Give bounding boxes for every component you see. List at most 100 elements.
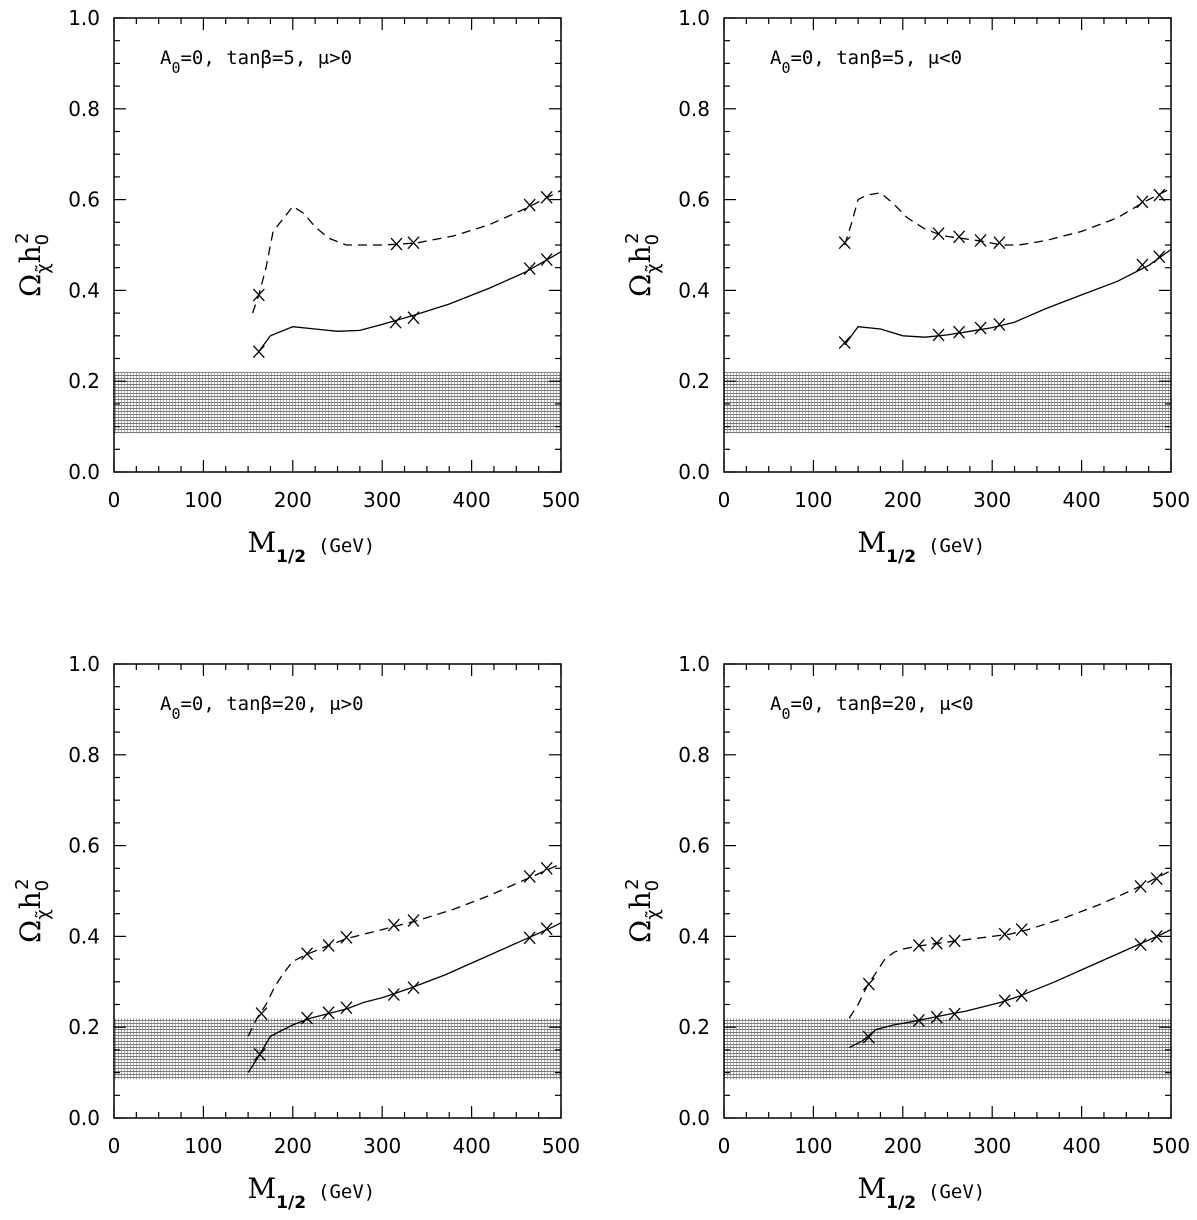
x-tick-label: 0 <box>108 488 121 512</box>
chart-panel-1: 0 100 200 300 400 500 0.0 0.2 0.4 0.6 0.8 1.0 A0=0, … <box>12 6 580 567</box>
data-point-marker <box>407 236 420 250</box>
y-tick-label: 0.2 <box>68 1015 100 1039</box>
y-tick-label: 0.2 <box>678 369 710 393</box>
x-axis-label: M1/2 (GeV) <box>248 1172 376 1213</box>
data-point-marker <box>953 325 966 339</box>
y-axis-label: Ωχ̃h02 <box>622 878 664 943</box>
series-markers-dashed <box>255 861 553 1021</box>
x-tick-label: 200 <box>884 1134 922 1158</box>
data-point-marker <box>993 236 1006 250</box>
data-point-marker <box>255 1007 268 1021</box>
data-point-marker <box>322 1006 335 1020</box>
y-tick-label: 0.4 <box>68 278 100 302</box>
x-axis-label: M1/2 (GeV) <box>858 526 986 567</box>
x-tick-label: 0 <box>718 488 731 512</box>
y-tick-label: 0.6 <box>68 188 100 212</box>
x-tick-label: 300 <box>973 488 1011 512</box>
shaded-band <box>724 372 1171 434</box>
x-tick-label: 200 <box>884 488 922 512</box>
data-point-marker <box>912 939 925 952</box>
y-tick-label: 0.0 <box>68 460 100 484</box>
y-tick-label: 1.0 <box>678 652 710 676</box>
data-point-marker <box>974 234 987 247</box>
data-point-marker <box>1134 938 1147 952</box>
data-point-marker <box>838 236 851 250</box>
x-tick-label: 400 <box>1063 1134 1101 1158</box>
x-axis-label: M1/2 (GeV) <box>858 1172 986 1213</box>
y-tick-label: 0.8 <box>678 743 710 767</box>
series-markers-solid <box>253 922 553 1061</box>
data-point-marker <box>1153 250 1166 264</box>
x-tick-label: 300 <box>973 1134 1011 1158</box>
shaded-band <box>114 1018 561 1080</box>
data-point-marker <box>252 288 265 302</box>
x-tick-label: 500 <box>542 488 580 512</box>
data-point-marker <box>540 190 553 204</box>
data-point-marker <box>523 931 536 945</box>
series-markers-solid <box>252 253 553 359</box>
y-tick-label: 0.2 <box>678 1015 710 1039</box>
x-tick-label: 400 <box>453 1134 491 1158</box>
y-tick-label: 0.6 <box>678 834 710 858</box>
y-tick-label: 0.4 <box>678 924 710 948</box>
shaded-band <box>724 1018 1171 1080</box>
data-point-marker <box>301 1011 314 1025</box>
data-point-marker <box>301 947 314 961</box>
data-point-marker <box>1153 188 1166 202</box>
data-point-marker <box>948 934 961 948</box>
data-point-marker <box>407 914 420 927</box>
x-tick-label: 0 <box>718 1134 731 1158</box>
series-markers-dashed <box>862 872 1163 991</box>
y-axis-label-text: Ωχ̃h02 <box>622 878 664 943</box>
data-point-marker <box>340 1001 353 1015</box>
chart-panel-4: 0 100 200 300 400 500 0.0 0.2 0.4 0.6 0.8 1.0 A0=0, … <box>622 652 1190 1213</box>
x-tick-label: 500 <box>1152 1134 1190 1158</box>
panel-annotation: A0=0, tanβ=5, μ>0 <box>160 47 352 77</box>
data-point-marker <box>998 994 1011 1008</box>
panel-annotation: A0=0, tanβ=20, μ>0 <box>160 693 364 723</box>
data-point-marker <box>389 315 402 329</box>
data-point-marker <box>930 936 943 950</box>
x-tick-label: 300 <box>363 488 401 512</box>
chart-panel-3: 0 100 200 300 400 500 0.0 0.2 0.4 0.6 0.8 1.0 A0=0, … <box>12 652 580 1213</box>
data-point-marker <box>862 977 875 991</box>
panel-annotation: A0=0, tanβ=5, μ<0 <box>770 47 962 77</box>
series-markers-solid <box>838 250 1166 350</box>
data-point-marker <box>407 311 420 325</box>
y-tick-label: 0.0 <box>678 1106 710 1130</box>
y-tick-label: 0.6 <box>68 834 100 858</box>
y-tick-label: 0.8 <box>678 97 710 121</box>
data-point-marker <box>523 198 536 212</box>
x-tick-label: 100 <box>794 488 832 512</box>
series-line-dashed <box>848 870 1172 1019</box>
x-tick-label: 200 <box>274 488 312 512</box>
data-point-marker <box>1150 929 1163 943</box>
y-axis-label: Ωχ̃h02 <box>622 232 664 297</box>
series-line-dashed <box>247 863 562 1037</box>
axis-ticks <box>113 663 562 1119</box>
data-point-marker <box>407 981 420 995</box>
series-line-dashed <box>844 187 1172 246</box>
series-markers-dashed <box>252 190 553 302</box>
series-markers-dashed <box>838 188 1166 250</box>
y-tick-label: 0.0 <box>68 1106 100 1130</box>
series-line-dashed <box>251 189 562 314</box>
data-point-marker <box>340 930 353 944</box>
x-tick-label: 100 <box>794 1134 832 1158</box>
y-tick-label: 1.0 <box>68 652 100 676</box>
chart-panel-2: 0 100 200 300 400 500 0.0 0.2 0.4 0.6 0.8 1.0 A0=0, … <box>622 6 1190 567</box>
axis-ticks <box>113 17 562 473</box>
data-point-marker <box>540 253 553 266</box>
data-point-marker <box>993 318 1006 331</box>
x-tick-label: 100 <box>184 1134 222 1158</box>
data-point-marker <box>540 861 553 875</box>
axis-ticks <box>723 17 1172 473</box>
data-point-marker <box>523 262 536 276</box>
data-point-marker <box>1134 880 1147 893</box>
data-point-marker <box>1150 872 1163 886</box>
panel-annotation: A0=0, tanβ=20, μ<0 <box>770 693 974 723</box>
data-point-marker <box>390 237 403 251</box>
data-point-marker <box>1136 258 1149 272</box>
y-tick-label: 1.0 <box>678 6 710 30</box>
